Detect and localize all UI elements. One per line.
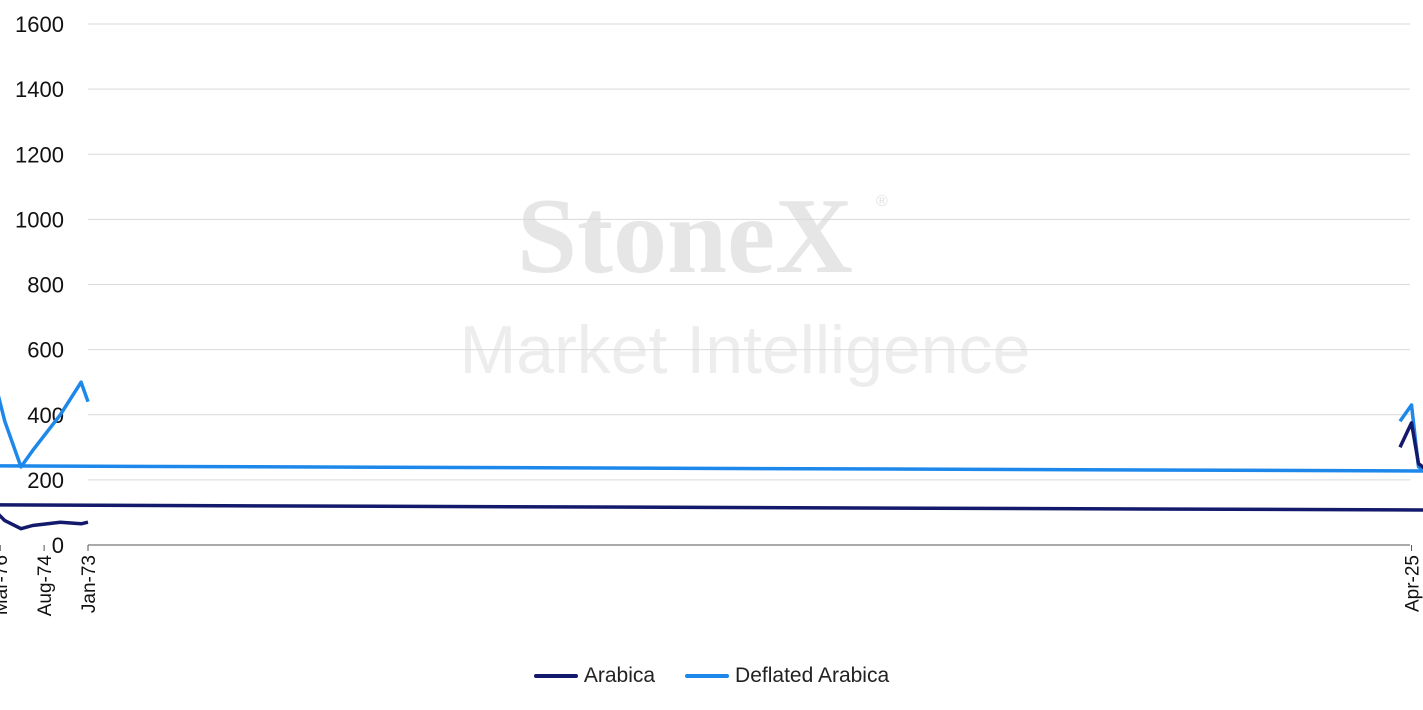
legend-swatch-deflated-arabica — [685, 674, 730, 678]
series-line-arabica — [0, 421, 1423, 531]
legend-label-arabica: Arabica — [583, 664, 656, 687]
y-tick-label: 1000 — [15, 207, 64, 232]
stonex-watermark: StoneX ® Market Intelligence — [460, 177, 1031, 388]
y-tick-label: 0 — [52, 533, 64, 558]
y-tick-label: 800 — [27, 273, 64, 298]
watermark-brand: StoneX — [517, 177, 853, 296]
y-tick-label: 1200 — [15, 142, 64, 167]
watermark-registered-mark: ® — [876, 193, 888, 210]
series-lines — [0, 380, 1423, 531]
x-tick-label: Mar-76 — [0, 555, 12, 615]
series-line-deflated-arabica — [0, 380, 1423, 473]
y-tick-label: 1600 — [15, 12, 64, 37]
x-tick-label: Apr-25 — [1403, 555, 1423, 612]
legend-item-arabica: Arabica — [533, 664, 656, 688]
legend-item-deflated-arabica: Deflated Arabica — [685, 664, 889, 688]
x-tick-label: Aug-74 — [35, 555, 56, 617]
gridlines — [88, 23, 1410, 481]
legend-label-deflated-arabica: Deflated Arabica — [735, 664, 890, 687]
y-tick-label: 600 — [27, 338, 64, 363]
x-axis: Jan-73Aug-74Mar-76Oct-77May-79Dec-80Jul-… — [0, 544, 1423, 617]
x-tick-label: Jan-73 — [79, 555, 100, 613]
line-chart: StoneX ® Market Intelligence 02004006008… — [0, 12, 1423, 617]
legend: Arabica Deflated Arabica — [0, 664, 1423, 688]
y-tick-label: 200 — [27, 468, 64, 493]
legend-swatch-arabica — [533, 674, 578, 678]
y-tick-label: 1400 — [15, 77, 64, 102]
